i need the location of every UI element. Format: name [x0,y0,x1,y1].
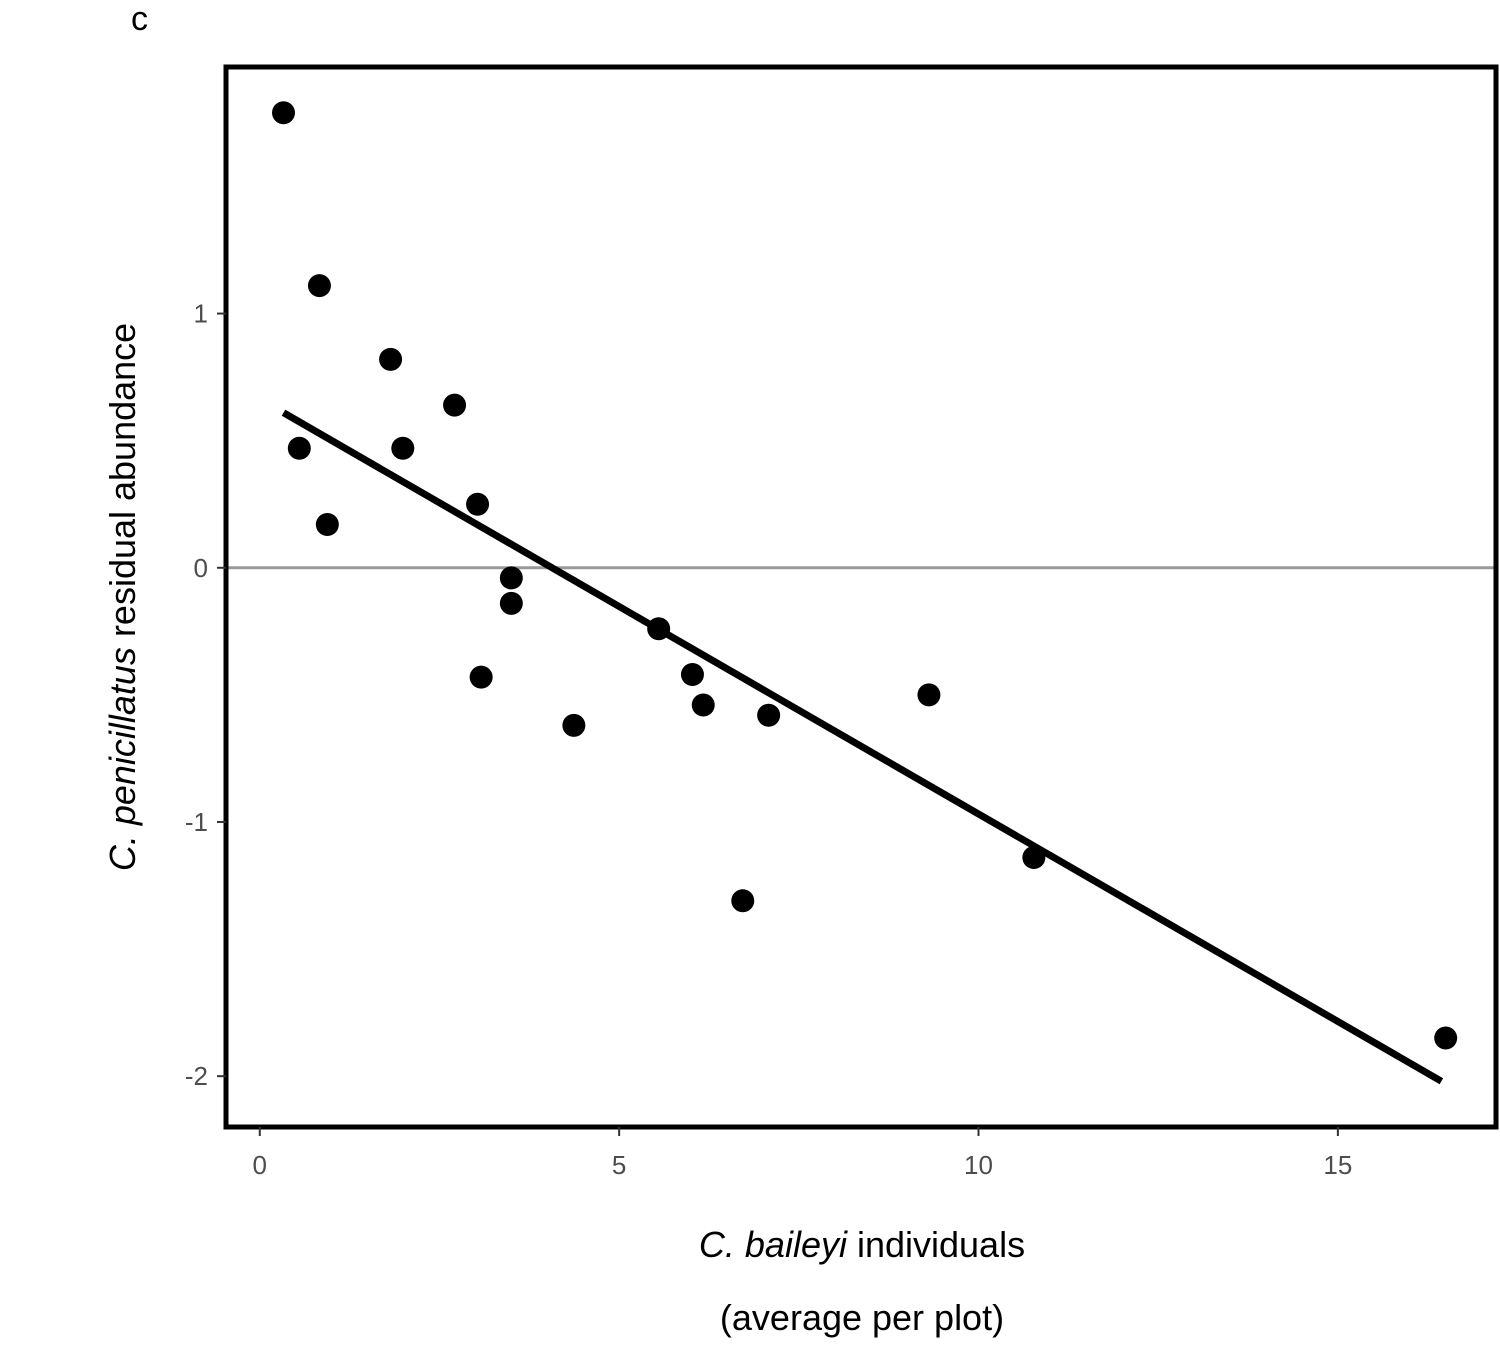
data-point [917,683,941,707]
data-point [271,101,295,125]
data-point [379,347,403,371]
x-tick-label: 10 [964,1150,993,1180]
data-point [307,274,331,298]
data-point [1022,846,1046,870]
x-axis-subtitle: (average per plot) [720,1297,1004,1338]
data-point [1434,1026,1458,1050]
x-tick-label: 5 [612,1150,626,1180]
data-point [647,617,671,641]
y-axis-title-italic: C. penicillatus [102,647,143,871]
y-tick-label: 1 [194,299,208,329]
y-tick-label: -1 [185,807,208,837]
data-point [499,566,523,590]
data-point [469,665,493,689]
y-axis-title: C. penicillatus residual abundance [102,323,143,871]
data-point [562,713,586,737]
data-point [691,693,715,717]
x-axis-title-normal: individuals [847,1224,1025,1265]
data-point [315,513,339,537]
data-point [680,663,704,687]
x-tick-label: 15 [1323,1150,1352,1180]
x-tick-label: 0 [253,1150,267,1180]
data-point [499,591,523,615]
regression-line [281,409,1444,1085]
plot-frame [223,64,1499,1130]
y-axis-title-normal: residual abundance [102,323,143,647]
data-point [466,492,490,516]
y-tick-label: -2 [185,1061,208,1091]
x-axis-title: C. baileyi individuals [699,1224,1025,1265]
data-point [391,436,415,460]
data-points-layer [271,101,1458,1050]
data-point [731,889,755,913]
panel-label: c [131,0,148,38]
y-tick-label: 0 [194,553,208,583]
y-axis-ticks: -2 -1 0 1 [185,299,226,1091]
data-point [287,436,311,460]
x-axis-title-italic: C. baileyi [699,1224,848,1265]
fit-line-layer [281,409,1444,1085]
data-point [757,703,781,727]
data-point [443,393,467,417]
x-axis-ticks: 0 5 10 15 [253,1127,1352,1180]
